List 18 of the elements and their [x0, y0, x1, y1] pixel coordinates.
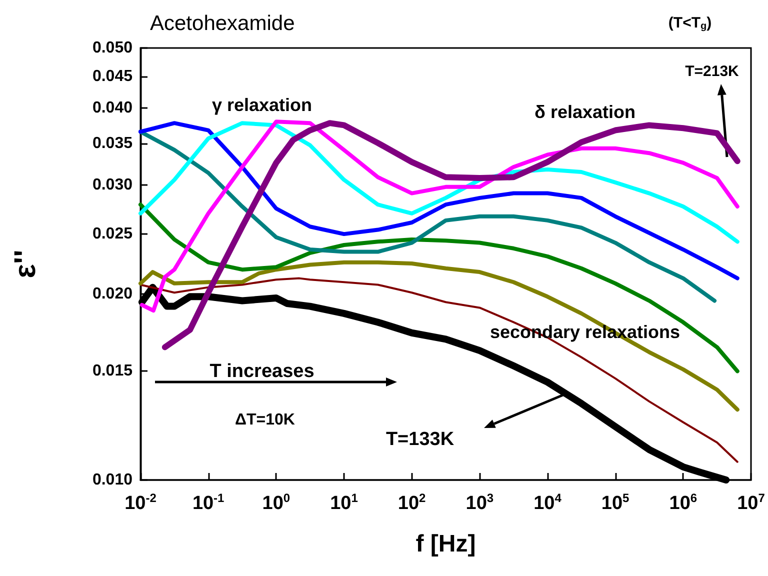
annotation: ΔT=10K	[235, 412, 296, 428]
y-tick-label: 0.025	[92, 226, 133, 243]
y-tick-label: 0.010	[92, 472, 133, 488]
annotation: T=213K	[685, 63, 740, 80]
chart-title: Acetohexamide	[150, 12, 295, 35]
y-tick-label: 0.040	[92, 99, 133, 116]
annotation: δ relaxation	[534, 102, 636, 122]
y-tick-label: 0.050	[92, 40, 133, 56]
y-tick-label: 0.035	[92, 135, 133, 152]
y-tick-label: 0.020	[92, 285, 133, 302]
annotation: γ relaxation	[212, 95, 312, 115]
annotation: T=133K	[386, 429, 454, 450]
x-axis-title: f [Hz]	[416, 530, 476, 558]
y-tick-label: 0.030	[92, 176, 133, 194]
y-tick-label: 0.015	[92, 362, 133, 380]
annotation: T increases	[210, 361, 314, 382]
y-axis-title: ε''	[9, 250, 42, 278]
y-tick-label: 0.045	[92, 68, 133, 85]
